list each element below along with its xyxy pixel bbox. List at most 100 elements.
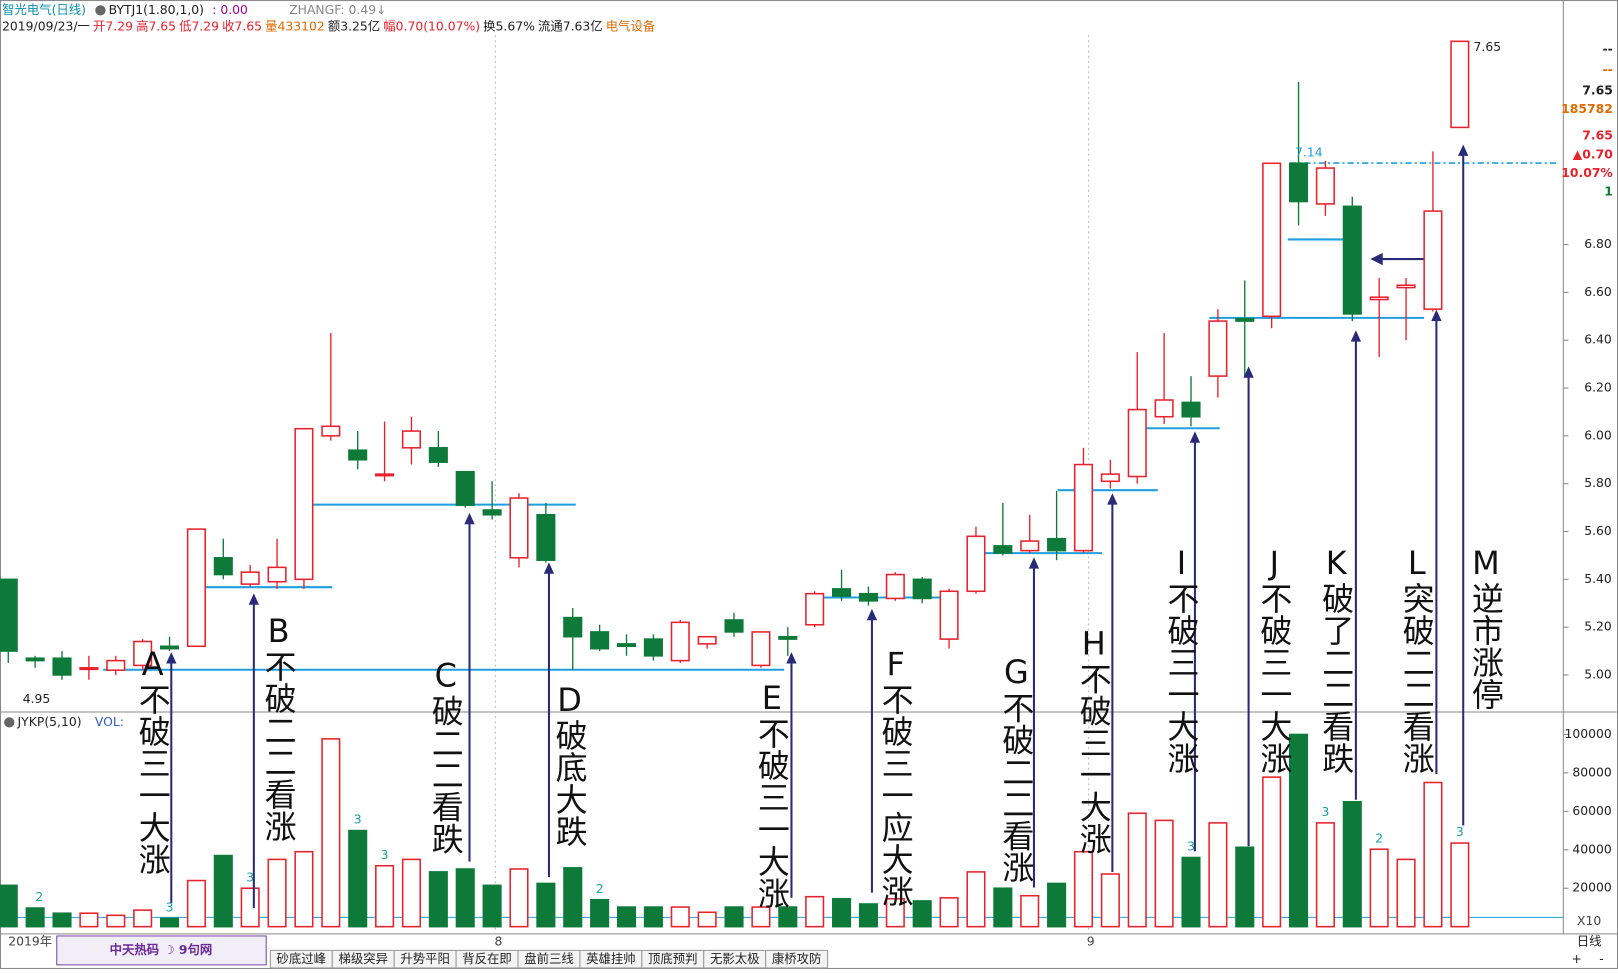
annotation-arrowhead xyxy=(464,512,475,525)
pointer-head xyxy=(1370,252,1383,266)
annotation-arrowhead xyxy=(248,593,260,605)
volume-bar xyxy=(1288,733,1309,928)
candle-body xyxy=(186,528,206,648)
zoom-button[interactable]: - xyxy=(1599,952,1603,966)
volume-bar xyxy=(751,906,771,928)
candle-body xyxy=(563,616,583,638)
candle-body xyxy=(832,588,852,597)
candle-body xyxy=(509,497,529,559)
volume-bar xyxy=(670,906,690,928)
candle-body xyxy=(213,557,233,576)
volume-bar xyxy=(321,738,341,928)
y-tick-label: 6.00 xyxy=(1584,428,1612,442)
volume-bar xyxy=(1396,858,1416,928)
annotation-arrowhead xyxy=(543,562,555,574)
volume-bar xyxy=(1369,848,1389,928)
volume-mark: 3 xyxy=(166,901,174,915)
info-value: 7.65 xyxy=(1582,83,1613,97)
candle-body xyxy=(885,573,905,600)
candle-body xyxy=(79,667,99,671)
volume-bar xyxy=(805,895,825,928)
volume-bar xyxy=(159,917,180,928)
period-label[interactable]: 日线 xyxy=(1577,935,1602,949)
candle-body xyxy=(670,621,690,662)
annotation-arrowhead xyxy=(1107,493,1118,505)
y-tick-label: 5.80 xyxy=(1584,476,1612,490)
candle-body xyxy=(1127,408,1147,478)
volume-bar xyxy=(79,912,99,928)
header-text: 电气设备 xyxy=(606,18,656,33)
info-value: 185782 xyxy=(1561,102,1613,116)
volume-bar xyxy=(1423,781,1443,928)
y2-tick-label: 20000 xyxy=(1572,881,1611,895)
logo: 中天热码 ☽ 9句网 xyxy=(110,942,213,957)
candle-body xyxy=(805,592,825,626)
candle-body xyxy=(643,638,663,657)
volume-bar xyxy=(1127,812,1147,928)
tab-label[interactable]: 盘前三线 xyxy=(524,951,574,966)
volume-bar xyxy=(0,884,18,928)
info-value: 1 xyxy=(1604,184,1613,198)
header-text: 量433102 xyxy=(265,19,325,33)
annotation: H不破三一大涨 xyxy=(1075,624,1113,854)
candle-body xyxy=(482,509,502,516)
candle-body xyxy=(1154,399,1174,418)
y2-tick-label: 80000 xyxy=(1572,765,1611,779)
tab-label[interactable]: 康桥攻防 xyxy=(772,951,822,966)
volume-bar xyxy=(133,909,153,928)
tab-label[interactable]: 无影太极 xyxy=(710,951,760,966)
x-label: 9 xyxy=(1087,935,1095,949)
volume-bar xyxy=(939,897,959,928)
volume-bar xyxy=(1342,800,1362,928)
annotation-arrowhead xyxy=(1350,330,1362,342)
volume-bar xyxy=(536,882,556,928)
info-value: 7.65 xyxy=(1582,129,1613,143)
volume-bar xyxy=(401,858,422,928)
tab-label[interactable]: 背反在即 xyxy=(462,952,512,966)
volume-bar xyxy=(1047,882,1067,928)
info-value: 10.07% xyxy=(1561,166,1613,180)
header-text: 幅0.70(10.07%) xyxy=(383,18,480,33)
volume-bar xyxy=(966,871,986,928)
volume-bar xyxy=(1181,856,1201,928)
volume-bar xyxy=(858,903,878,928)
y-tick-label: 6.60 xyxy=(1584,285,1612,299)
candle-body xyxy=(375,473,395,477)
tab-label[interactable]: 英雄挂帅 xyxy=(586,951,636,966)
header-text: 低7.29 xyxy=(179,19,219,33)
candle-body xyxy=(1423,210,1443,310)
candle-body xyxy=(1396,284,1416,289)
candle-body xyxy=(133,640,153,667)
candle-body xyxy=(1073,463,1094,552)
tab-label[interactable]: 梯级突异 xyxy=(338,951,388,966)
header-text: ZHANGF: 0.49↓ xyxy=(289,3,386,17)
volume-bar xyxy=(912,900,932,928)
tab-label[interactable]: 砂底过峰 xyxy=(277,951,327,966)
volume-mark: 2 xyxy=(596,882,604,896)
volume-bar xyxy=(428,871,448,928)
candle-body xyxy=(1342,205,1362,315)
volume-bar xyxy=(885,898,905,928)
annotation-arrowhead xyxy=(866,608,878,621)
volume-bar xyxy=(375,864,395,928)
candle-body xyxy=(240,571,260,585)
volume-bar xyxy=(616,906,637,928)
candle-body xyxy=(106,659,126,671)
header-text: 收7.65 xyxy=(222,19,262,33)
volume-bar xyxy=(106,914,126,928)
zoom-button[interactable]: + xyxy=(1572,952,1582,966)
volume-bar xyxy=(1450,842,1470,928)
tab[interactable] xyxy=(765,949,829,969)
info-value: -- xyxy=(1603,63,1613,77)
y-tick-label: 5.20 xyxy=(1584,620,1612,634)
annotation: C破二二看跌 xyxy=(427,656,465,854)
tab-label[interactable]: 顶底预判 xyxy=(648,951,698,966)
candle-body xyxy=(1288,162,1309,203)
candle-body xyxy=(590,631,610,650)
y-tick-label: 5.40 xyxy=(1584,572,1612,586)
tab-label[interactable]: 升势平阳 xyxy=(400,952,450,966)
annotation-arrowhead xyxy=(1243,366,1254,378)
x-label: 8 xyxy=(494,935,502,949)
annotation: B不破二二看涨 xyxy=(260,612,298,842)
candle-body xyxy=(25,657,45,662)
